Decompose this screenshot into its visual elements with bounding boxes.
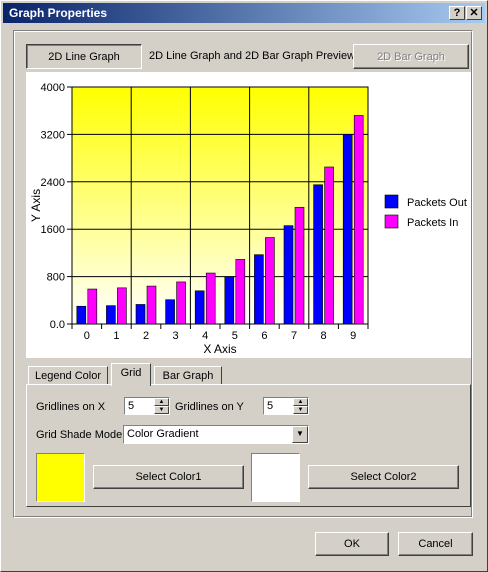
legend-swatch (384, 194, 399, 209)
y-tick-label: 800 (47, 272, 65, 284)
bar-packets-in (117, 287, 127, 325)
y-tick-label: 4000 (41, 82, 65, 94)
x-axis-label: X Axis (203, 342, 236, 356)
gridlines-x-value: 5 (128, 400, 135, 412)
bar-packets-in (205, 272, 216, 325)
bar-packets-out (313, 184, 323, 325)
title-bar: Graph Properties ? ✕ (3, 3, 485, 23)
gridlines-x-down-icon[interactable]: ▼ (154, 406, 169, 414)
tab-grid[interactable]: Grid (111, 363, 151, 386)
gridlines-y-down-icon[interactable]: ▼ (293, 406, 308, 414)
line-graph-button[interactable]: 2D Line Graph (26, 44, 142, 69)
gridlines-y-up-icon[interactable]: ▲ (293, 398, 308, 406)
bar-packets-in (294, 206, 305, 325)
bar-packets-in (87, 288, 98, 325)
select-color1-label: Select Color1 (135, 471, 202, 483)
line-graph-button-label: 2D Line Graph (48, 50, 120, 63)
gridlines-y-stepper[interactable]: 5 ▲ ▼ (263, 397, 309, 415)
bar-packets-in (265, 237, 275, 325)
tab-grid-label: Grid (120, 367, 142, 379)
tab-bar-graph-label: Bar Graph (162, 370, 214, 382)
cancel-button[interactable]: Cancel (398, 532, 473, 556)
gridlines-y-label: Gridlines on Y (175, 401, 244, 413)
help-button[interactable]: ? (449, 6, 465, 20)
bar-packets-in (235, 259, 246, 325)
legend-swatch (384, 214, 399, 229)
bar-packets-out (342, 134, 353, 325)
content-frame (13, 30, 473, 518)
close-button[interactable]: ✕ (466, 6, 482, 20)
preview-label: 2D Line Graph and 2D Bar Graph Preview (149, 50, 356, 62)
bar-chart: 0.0 800 1600 2400 3200 4000 0 1 2 3 4 5 6 7 8 9 X Axis Y … (29, 82, 467, 356)
y-axis-label: Y Axis (29, 189, 43, 222)
shade-mode-label: Grid Shade Mode (36, 429, 123, 441)
gridlines-y-value: 5 (267, 400, 274, 412)
bar-packets-out (254, 254, 264, 325)
bar-packets-in (324, 166, 334, 325)
x-tick-label: 0 (84, 330, 90, 342)
x-tick-label: 1 (113, 330, 119, 342)
bar-graph-button-label: 2D Bar Graph (377, 50, 445, 63)
shade-mode-select[interactable]: Color Gradient ▼ (123, 425, 309, 444)
x-tick-label: 9 (350, 330, 356, 342)
bar-packets-out (224, 276, 235, 325)
bar-packets-in (146, 285, 157, 325)
x-tick-label: 3 (173, 330, 179, 342)
y-tick-label: 0.0 (50, 319, 65, 331)
gridlines-x-label: Gridlines on X (36, 401, 106, 413)
bar-packets-out (76, 305, 87, 325)
grid-tab-panel: Gridlines on X 5 ▲ ▼ Gridlines on Y 5 ▲ … (26, 384, 471, 507)
y-tick-label: 1600 (41, 224, 65, 236)
y-tick-label: 2400 (41, 177, 65, 189)
ok-button[interactable]: OK (315, 532, 389, 556)
bar-packets-out (106, 305, 116, 325)
x-tick-label: 4 (202, 330, 208, 342)
x-tick-label: 8 (321, 330, 327, 342)
help-icon: ? (453, 7, 461, 19)
cancel-label: Cancel (418, 538, 453, 550)
select-color2-button[interactable]: Select Color2 (308, 465, 459, 489)
plot-background (72, 87, 368, 324)
window-title: Graph Properties (9, 6, 108, 20)
bar-packets-out (135, 304, 146, 325)
bar-packets-out (283, 225, 294, 325)
legend-label: Packets Out (407, 197, 467, 209)
color1-swatch (36, 453, 85, 502)
tab-legend-color-label: Legend Color (34, 370, 102, 382)
x-tick-label: 2 (143, 330, 149, 342)
shade-mode-value: Color Gradient (127, 428, 199, 440)
chevron-down-icon[interactable]: ▼ (292, 426, 308, 443)
x-tick-label: 6 (261, 330, 267, 342)
bar-packets-out (194, 290, 205, 325)
ok-label: OK (344, 538, 360, 550)
tab-bar-graph[interactable]: Bar Graph (154, 366, 222, 386)
bar-packets-in (353, 115, 364, 325)
gridlines-x-up-icon[interactable]: ▲ (154, 398, 169, 406)
select-color2-label: Select Color2 (350, 471, 417, 483)
bar-packets-out (165, 299, 175, 325)
y-tick-label: 3200 (41, 129, 65, 141)
legend-label: Packets In (407, 217, 458, 229)
bar-graph-button[interactable]: 2D Bar Graph (353, 44, 469, 69)
x-tick-label: 7 (291, 330, 297, 342)
tab-legend-color[interactable]: Legend Color (28, 366, 108, 386)
chart-preview: 0.0 800 1600 2400 3200 4000 0 1 2 3 4 5 6 7 8 9 X Axis Y … (26, 72, 471, 358)
bar-packets-in (176, 281, 186, 325)
color2-swatch (251, 453, 300, 502)
close-icon: ✕ (469, 7, 479, 19)
gridlines-x-stepper[interactable]: 5 ▲ ▼ (124, 397, 170, 415)
select-color1-button[interactable]: Select Color1 (93, 465, 244, 489)
x-tick-label: 5 (232, 330, 238, 342)
